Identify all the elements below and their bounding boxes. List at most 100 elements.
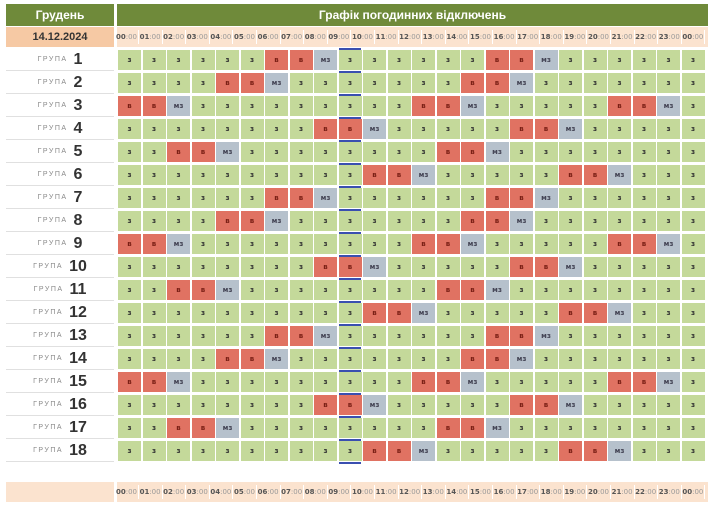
hour-cell: з xyxy=(363,188,386,208)
minute-value: :00 xyxy=(526,488,539,496)
hour-cell: з xyxy=(167,188,190,208)
hour-cell: з xyxy=(167,395,190,415)
group-row: ГРУПА 4 з з з з з з з з в в мз з з з з з в в мз з з з з з xyxy=(6,118,708,141)
hour-cell: в xyxy=(240,73,264,93)
hour-cell: з xyxy=(216,395,239,415)
group-cells: з з з з з з з з з з в в мз з з з з з в в мз з з з xyxy=(117,440,708,462)
hour-cell: з xyxy=(436,257,460,277)
hour-cell: мз xyxy=(461,372,484,392)
hour-cell: з xyxy=(191,211,215,231)
current-hour-tick xyxy=(338,393,361,395)
hour-value: 08 xyxy=(304,488,315,496)
hour-cell: з xyxy=(485,303,509,323)
hour-cell: мз xyxy=(412,303,435,323)
current-hour-marker xyxy=(338,48,361,482)
current-hour-tick xyxy=(338,232,361,234)
group-label: ГРУПА 16 xyxy=(6,394,114,416)
hour-label: 19:00 xyxy=(563,485,588,499)
hour-cell: з xyxy=(387,188,411,208)
hour-cell: з xyxy=(265,418,288,438)
group-cells: в в мз з з з з з з з з з в в мз з з з з з в в мз з xyxy=(117,233,708,255)
hour-cell: з xyxy=(216,234,239,254)
schedule-grid: ГРУПА 1 з з з з з з в в мз з з з з з з в в мз з з з з з з ГРУПА 2 з з… xyxy=(6,49,708,463)
hour-cell: з xyxy=(265,142,288,162)
hour-cell: з xyxy=(510,372,533,392)
hour-cell: з xyxy=(338,188,362,208)
hour-cell: з xyxy=(314,441,337,461)
group-number: 15 xyxy=(69,372,87,390)
hour-cell: з xyxy=(681,50,705,70)
hour-cell: з xyxy=(657,303,680,323)
minute-value: :00 xyxy=(503,33,515,41)
hour-cell: з xyxy=(167,326,190,346)
hour-cell: в xyxy=(216,349,239,369)
current-hour-tick xyxy=(338,140,361,142)
hour-cell: в xyxy=(167,142,190,162)
group-number: 9 xyxy=(73,234,83,252)
hour-cell: з xyxy=(142,418,166,438)
hour-label: 16:00 xyxy=(493,30,517,44)
hour-cell: в xyxy=(167,418,190,438)
hour-cell: з xyxy=(436,303,460,323)
hour-cell: з xyxy=(412,418,435,438)
hour-cell: з xyxy=(657,326,680,346)
hour-cell: з xyxy=(387,234,411,254)
hour-cell: в xyxy=(461,142,484,162)
hour-label: 12:00 xyxy=(398,30,423,44)
hour-cell: з xyxy=(338,234,362,254)
group-word: ГРУПА xyxy=(33,309,64,316)
hour-cell: в xyxy=(191,418,215,438)
hour-cell: з xyxy=(387,395,411,415)
hour-cell: з xyxy=(240,234,264,254)
current-hour-tick xyxy=(338,301,361,303)
hour-label: 07:00 xyxy=(280,485,305,499)
group-word: ГРУПА xyxy=(37,56,68,63)
hour-value: 13 xyxy=(422,33,433,41)
hour-label: 08:00 xyxy=(304,485,328,499)
hour-cell: з xyxy=(338,142,362,162)
hour-cell: в xyxy=(289,50,313,70)
hour-cell: мз xyxy=(216,280,239,300)
hour-label: 15:00 xyxy=(469,30,493,44)
hour-cell: з xyxy=(289,73,313,93)
hour-cell: мз xyxy=(510,349,533,369)
hour-cell: в xyxy=(608,96,631,116)
hour-cell: з xyxy=(265,372,288,392)
hour-cell: з xyxy=(657,418,680,438)
hour-cell: з xyxy=(289,234,313,254)
hour-cell: з xyxy=(657,50,680,70)
group-number: 12 xyxy=(69,303,87,321)
hour-cell: з xyxy=(583,326,607,346)
hour-cell: з xyxy=(118,257,141,277)
hour-cell: з xyxy=(118,50,141,70)
hour-cell: з xyxy=(412,349,435,369)
hour-cell: з xyxy=(265,441,288,461)
hour-cell: з xyxy=(289,165,313,185)
group-label: ГРУПА 4 xyxy=(6,118,114,140)
hour-cell: з xyxy=(485,96,509,116)
hour-value: 18 xyxy=(540,33,551,41)
hour-cell: в xyxy=(559,303,582,323)
current-hour-tick xyxy=(338,370,361,372)
group-word: ГРУПА xyxy=(37,217,68,224)
hour-cell: з xyxy=(632,441,656,461)
hour-cell: з xyxy=(191,257,215,277)
hour-cell: з xyxy=(387,73,411,93)
hour-cell: з xyxy=(216,188,239,208)
hour-value: 19 xyxy=(564,33,575,41)
minute-value: :00 xyxy=(550,33,562,41)
hour-cell: з xyxy=(534,418,558,438)
group-number: 5 xyxy=(73,142,83,160)
hour-cell: з xyxy=(216,119,239,139)
hour-cell: з xyxy=(118,119,141,139)
hour-cell: мз xyxy=(461,234,484,254)
hour-cell: з xyxy=(436,441,460,461)
hour-cell: з xyxy=(118,211,141,231)
hour-value: 01 xyxy=(139,488,150,496)
hour-cell: в xyxy=(510,257,533,277)
hour-cell: з xyxy=(142,188,166,208)
hour-cell: з xyxy=(167,50,190,70)
hour-cell: з xyxy=(167,303,190,323)
hours-header-bottom: 00:00 01:00 02:00 03:00 04:00 05:00 06:00 07:00… xyxy=(116,482,708,502)
hour-cell: з xyxy=(534,349,558,369)
